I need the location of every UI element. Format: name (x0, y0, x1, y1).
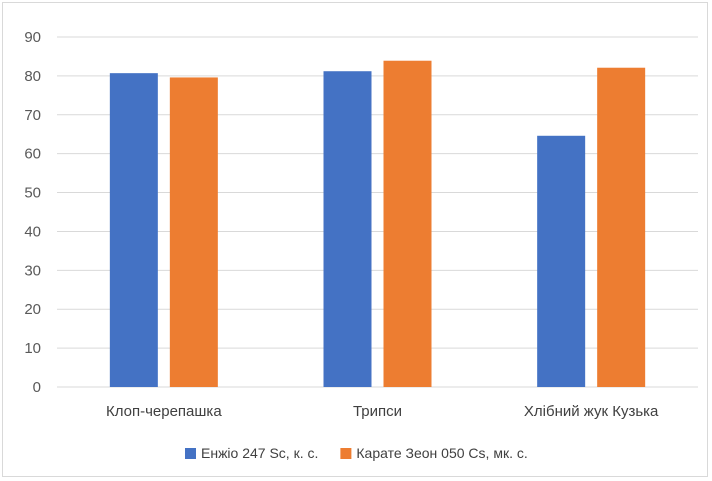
category-label: Хлібний жук Кузька (524, 403, 659, 420)
y-tick-label: 80 (24, 68, 41, 85)
bar-series2-2 (597, 67, 646, 387)
gridlines (57, 36, 698, 388)
bar-series1-2 (537, 135, 586, 387)
y-tick-label: 90 (24, 29, 41, 46)
y-tick-label: 50 (24, 185, 41, 202)
bar-series1-1 (323, 71, 372, 387)
category-label: Клоп-черепашка (106, 403, 222, 420)
y-tick-label: 40 (24, 223, 41, 240)
legend-label: Енжіо 247 Sc, к. с. (201, 445, 318, 461)
legend-label: Карате Зеон 050 Cs, мк. с. (356, 445, 527, 461)
y-tick-label: 70 (24, 107, 41, 124)
y-tick-label: 0 (33, 379, 41, 396)
legend: Енжіо 247 Sc, к. с. Карате Зеон 050 Cs, м… (185, 445, 528, 461)
legend-swatch (185, 448, 196, 459)
y-tick-label: 30 (24, 262, 41, 279)
category-label: Трипси (353, 403, 402, 420)
y-tick-label: 60 (24, 146, 41, 163)
y-axis-ticks: 0 10 20 30 40 50 60 70 80 90 (24, 29, 41, 396)
bar-series2-0 (169, 77, 218, 387)
y-tick-label: 10 (24, 340, 41, 357)
x-axis-categories: Клоп-черепашка Трипси Хлібний жук Кузька (106, 403, 659, 420)
bar-series2-1 (383, 60, 432, 387)
bars (109, 60, 646, 388)
bar-series1-0 (109, 73, 158, 388)
legend-swatch (340, 448, 352, 459)
y-tick-label: 20 (24, 301, 41, 318)
